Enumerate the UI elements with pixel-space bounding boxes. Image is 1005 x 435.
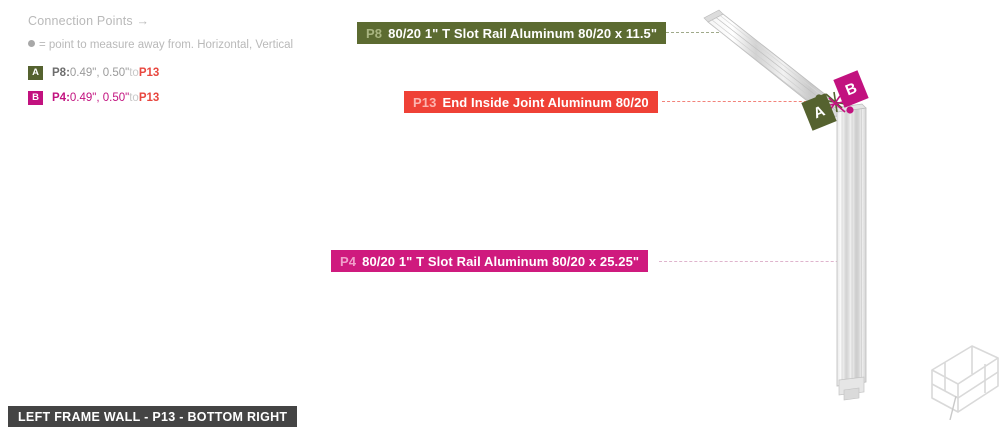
legend-row-b[interactable]: B P4: 0.49", 0.50" to P13 bbox=[28, 91, 358, 105]
legend-dims-a: 0.49", 0.50" bbox=[69, 67, 130, 79]
legend-row-a[interactable]: A P8: 0.49", 0.50" to P13 bbox=[28, 66, 358, 80]
callout-p8[interactable]: P8 80/20 1" T Slot Rail Aluminum 80/20 x… bbox=[357, 22, 667, 44]
legend-note-text: = point to measure away from. Horizontal… bbox=[39, 39, 294, 51]
legend-note: = point to measure away from. Horizontal… bbox=[28, 38, 358, 52]
callout-p4-code: P4 bbox=[340, 253, 357, 269]
model-viewport[interactable] bbox=[690, 0, 1005, 435]
callout-p13-text: End Inside Joint Aluminum 80/20 bbox=[442, 94, 649, 110]
callout-p8-code: P8 bbox=[366, 25, 383, 41]
legend-target-a: P13 bbox=[138, 67, 160, 79]
frame-wireframe-thumbnail[interactable] bbox=[928, 342, 1002, 421]
filled-circle-icon bbox=[28, 40, 35, 48]
legend-part-a: P8: bbox=[52, 67, 70, 79]
legend-to-a: to bbox=[129, 67, 139, 79]
view-title-bar: LEFT FRAME WALL - P13 - BOTTOM RIGHT bbox=[8, 406, 298, 427]
legend-part-b: P4: bbox=[52, 92, 70, 104]
legend-target-b: P13 bbox=[138, 92, 160, 104]
callout-p8-text: 80/20 1" T Slot Rail Aluminum 80/20 x 11… bbox=[388, 25, 658, 41]
legend-to-b: to bbox=[129, 92, 139, 104]
legend-title: Connection Points → bbox=[28, 14, 150, 28]
callout-p4-text: 80/20 1" T Slot Rail Aluminum 80/20 x 25… bbox=[362, 253, 640, 269]
callout-p13[interactable]: P13 End Inside Joint Aluminum 80/20 bbox=[404, 91, 658, 113]
leader-line-p13 bbox=[662, 101, 822, 102]
legend-dims-b: 0.49", 0.50" bbox=[69, 92, 130, 104]
legend-tag-a: A bbox=[28, 66, 43, 80]
leader-line-p4 bbox=[659, 261, 864, 262]
callout-p4[interactable]: P4 80/20 1" T Slot Rail Aluminum 80/20 x… bbox=[331, 250, 649, 272]
legend-tag-b: B bbox=[28, 91, 43, 105]
vertical-t-slot-rail bbox=[832, 103, 867, 401]
callout-p13-code: P13 bbox=[413, 94, 437, 110]
connection-points-legend: Connection Points → = point to measure a… bbox=[28, 14, 358, 116]
leader-line-p8 bbox=[666, 32, 724, 33]
